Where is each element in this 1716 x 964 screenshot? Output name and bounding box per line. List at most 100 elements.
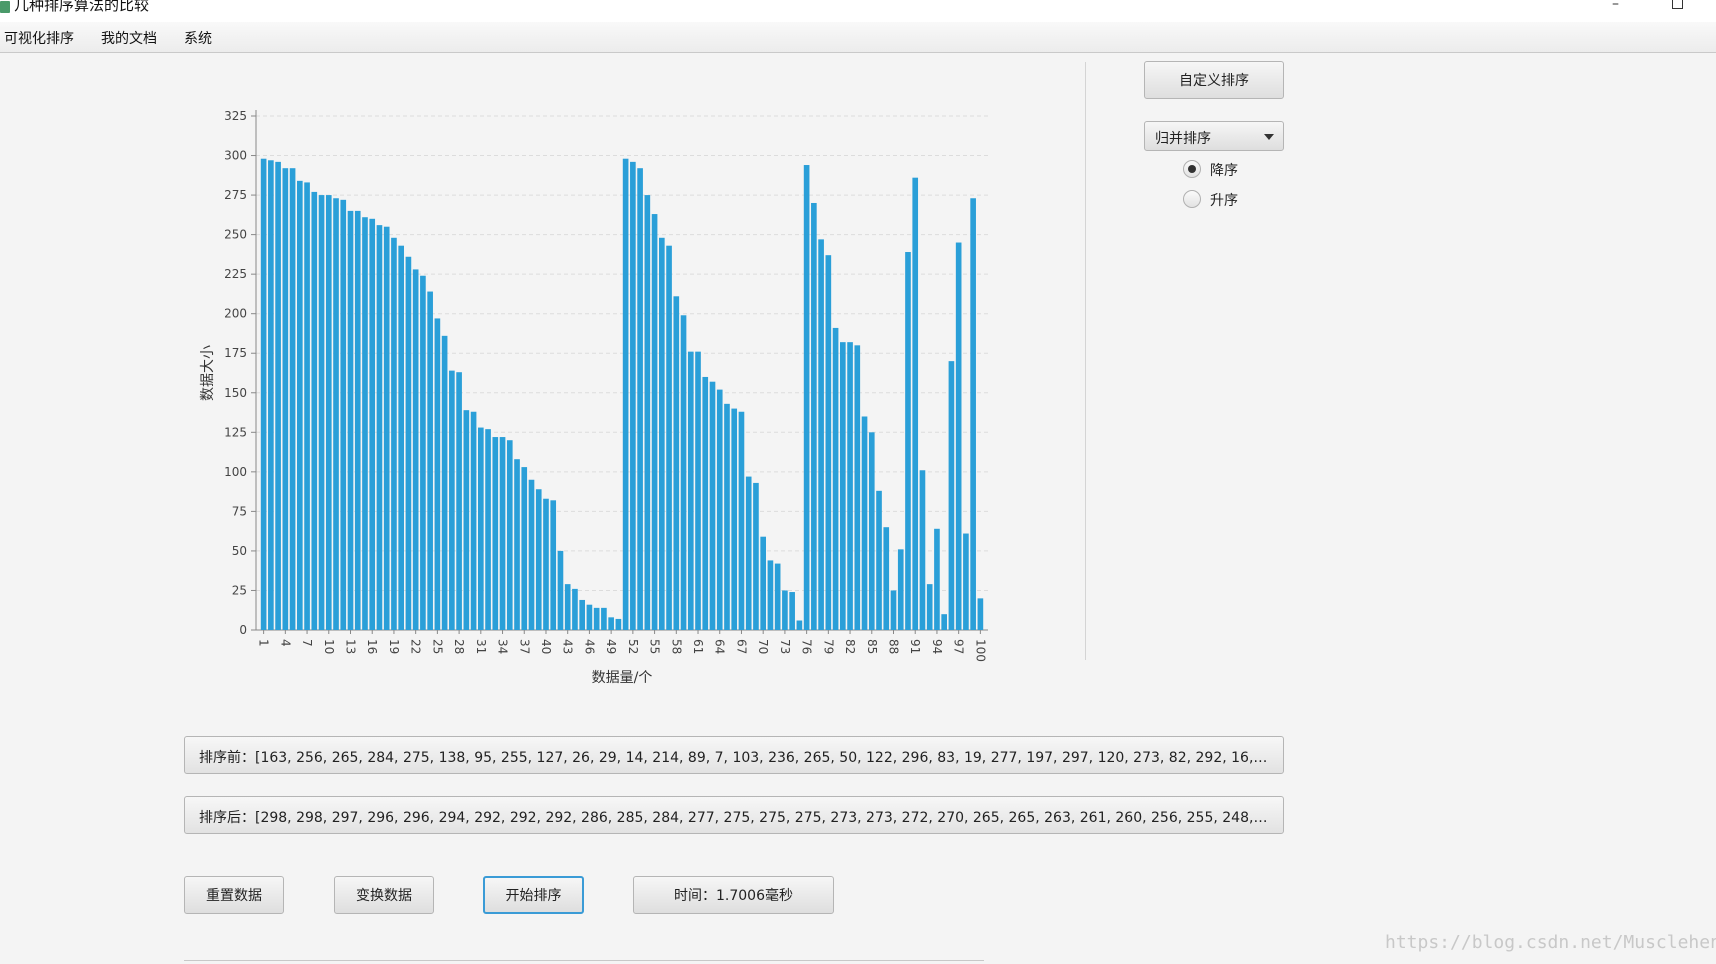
x-tick-label: 46 <box>582 639 596 654</box>
x-tick-label: 79 <box>821 639 835 654</box>
bar <box>499 437 506 630</box>
bar <box>876 490 882 630</box>
bar <box>912 177 919 630</box>
bar <box>318 195 325 631</box>
bar <box>890 590 897 630</box>
bar <box>651 214 658 630</box>
bar <box>832 327 839 630</box>
bar <box>738 411 745 630</box>
bar <box>811 202 817 630</box>
bar <box>796 620 803 630</box>
bar <box>861 416 868 630</box>
bar <box>847 342 853 630</box>
y-tick-label: 200 <box>224 307 247 321</box>
x-tick-label: 64 <box>713 639 727 654</box>
bar <box>601 607 607 630</box>
menu-system[interactable]: 系统 <box>184 31 212 47</box>
x-axis-label: 数据量/个 <box>592 670 653 686</box>
bar <box>840 342 846 630</box>
x-tick-label: 76 <box>800 639 814 654</box>
bar <box>289 168 296 630</box>
algorithm-select[interactable]: 归并排序 <box>1144 121 1284 151</box>
bar <box>434 318 441 630</box>
shuffle-data-button[interactable]: 变换数据 <box>334 876 434 914</box>
menu-my-documents[interactable]: 我的文档 <box>101 31 157 47</box>
x-tick-label: 7 <box>300 639 314 647</box>
bar <box>369 218 376 631</box>
bar <box>745 476 752 630</box>
bar <box>579 599 585 630</box>
after-sort-field[interactable]: 排序后：[298, 298, 297, 296, 296, 294, 292, … <box>184 796 1284 834</box>
bar <box>347 210 354 630</box>
x-tick-label: 67 <box>734 639 748 654</box>
x-tick-label: 52 <box>626 639 640 654</box>
bar <box>528 479 535 630</box>
custom-sort-button[interactable]: 自定义排序 <box>1144 61 1284 99</box>
x-tick-label: 94 <box>930 639 944 654</box>
bar <box>868 432 875 630</box>
bar <box>854 345 861 630</box>
bar <box>564 584 571 630</box>
bar <box>666 245 672 630</box>
bar <box>774 563 781 630</box>
bar <box>492 437 499 630</box>
y-tick-label: 100 <box>224 465 247 479</box>
y-tick-label: 300 <box>224 149 247 163</box>
before-sort-field[interactable]: 排序前：[163, 256, 265, 284, 275, 138, 95, 2… <box>184 736 1284 774</box>
bar <box>608 617 614 630</box>
radio-ascending-circle[interactable] <box>1183 190 1201 208</box>
bar <box>825 255 832 630</box>
y-tick-label: 275 <box>224 188 247 202</box>
bar <box>550 500 557 630</box>
start-sort-button[interactable]: 开始排序 <box>483 876 584 914</box>
bar <box>709 381 716 630</box>
x-tick-label: 37 <box>517 639 531 654</box>
y-tick-label: 75 <box>232 504 247 518</box>
y-tick-label: 0 <box>239 623 247 637</box>
app-icon <box>0 1 10 13</box>
bar <box>789 592 795 630</box>
bar <box>470 411 477 630</box>
x-tick-label: 28 <box>452 639 466 654</box>
x-tick-label: 70 <box>756 639 770 654</box>
bar <box>630 161 636 630</box>
bar <box>680 315 687 630</box>
bar <box>311 191 318 630</box>
y-tick-label: 325 <box>224 109 247 123</box>
x-tick-label: 10 <box>322 639 336 654</box>
bar <box>383 226 390 630</box>
bar <box>304 182 310 630</box>
bar <box>478 427 484 630</box>
bar <box>275 161 281 630</box>
y-tick-label: 225 <box>224 267 247 281</box>
x-tick-label: 85 <box>865 639 879 654</box>
x-tick-label: 4 <box>278 639 292 647</box>
x-tick-label: 88 <box>887 639 901 654</box>
bar <box>398 245 404 630</box>
bar <box>644 195 651 631</box>
menu-visual-sort[interactable]: 可视化排序 <box>4 31 74 47</box>
bar <box>659 237 665 631</box>
x-tick-label: 16 <box>365 639 379 654</box>
minimize-icon[interactable]: – <box>1612 0 1619 12</box>
bar <box>543 498 549 630</box>
bar <box>673 296 680 630</box>
x-tick-label: 19 <box>387 639 401 654</box>
x-tick-label: 43 <box>561 639 575 654</box>
bar <box>782 590 788 630</box>
y-tick-label: 175 <box>224 346 247 360</box>
maximize-icon[interactable] <box>1672 0 1683 9</box>
radio-descending-circle[interactable] <box>1183 160 1201 178</box>
bar <box>391 237 397 631</box>
x-tick-label: 58 <box>669 639 683 654</box>
y-tick-label: 50 <box>232 544 247 558</box>
bar <box>941 614 947 630</box>
bar <box>724 403 730 630</box>
bar <box>803 165 810 630</box>
bar <box>340 199 347 630</box>
bar <box>919 470 926 630</box>
x-tick-label: 22 <box>409 639 423 654</box>
reset-data-button[interactable]: 重置数据 <box>184 876 284 914</box>
radio-selected-dot <box>1188 165 1196 173</box>
